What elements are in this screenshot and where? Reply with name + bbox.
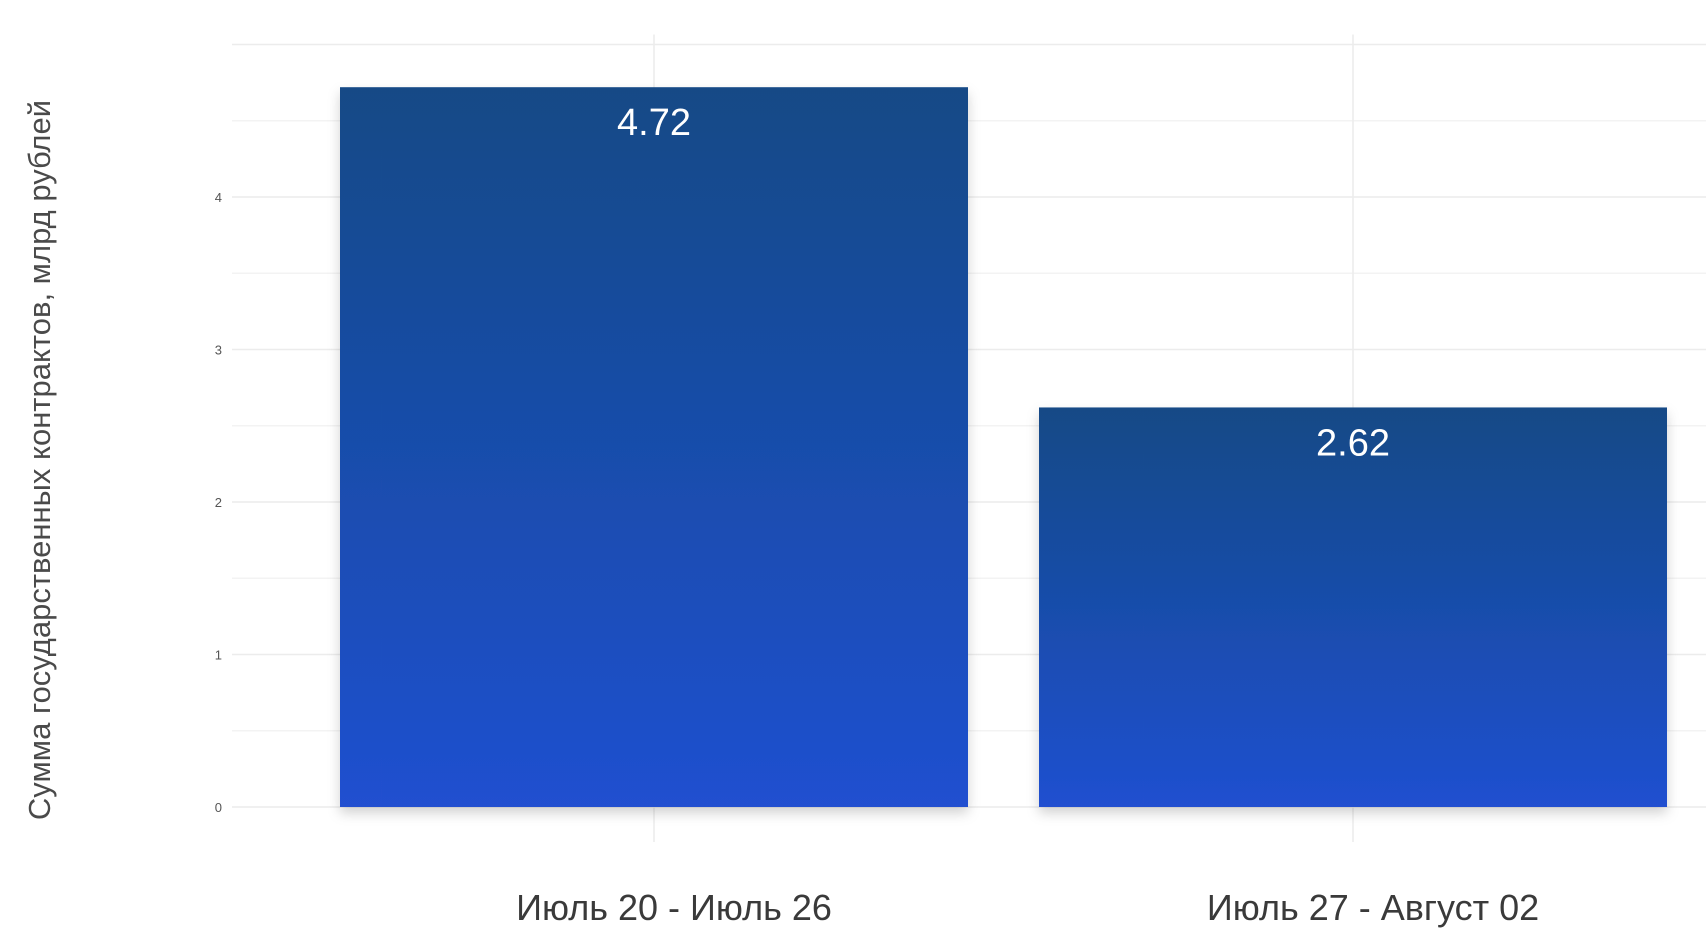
bar — [1039, 407, 1667, 807]
y-axis-title: Сумма государственных контрактов, млрд р… — [22, 100, 57, 820]
y-axis-ticks: 0 1 2 3 4 — [215, 190, 222, 815]
x-axis-ticks: Июль 20 - Июль 26 Июль 27 - Август 02 — [516, 887, 1539, 928]
bar-value-label: 4.72 — [617, 102, 691, 144]
y-tick-label: 1 — [215, 648, 222, 663]
bar-value-labels: 4.72 2.62 — [617, 102, 1390, 464]
bar-value-label: 2.62 — [1316, 422, 1390, 464]
y-tick-label: 4 — [215, 190, 222, 205]
x-tick-label: Июль 20 - Июль 26 — [516, 887, 832, 928]
bars — [340, 87, 1667, 807]
bar — [340, 87, 968, 807]
y-tick-label: 2 — [215, 495, 222, 510]
y-tick-label: 3 — [215, 343, 222, 358]
y-tick-label: 0 — [215, 800, 222, 815]
x-tick-label: Июль 27 - Август 02 — [1207, 887, 1539, 928]
